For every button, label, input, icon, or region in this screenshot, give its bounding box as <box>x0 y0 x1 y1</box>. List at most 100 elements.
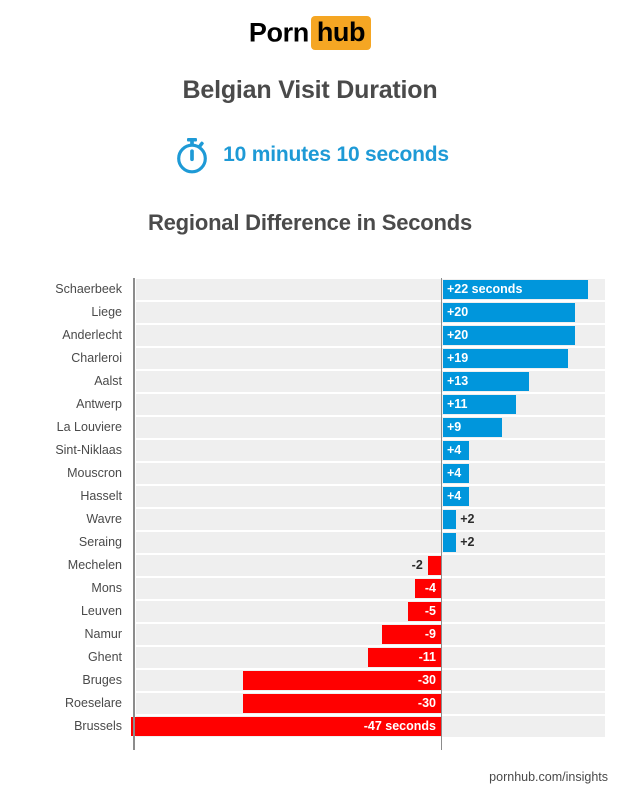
value-bar <box>443 349 569 368</box>
value-label: +20 <box>447 305 469 319</box>
chart-row: Mons -4 <box>0 577 620 600</box>
value-label: +4 <box>447 443 462 457</box>
value-label: -5 <box>424 604 436 618</box>
value-label: +9 <box>447 420 462 434</box>
row-band <box>136 532 605 553</box>
category-label: Wavre <box>86 512 122 526</box>
category-label: Mechelen <box>67 558 122 572</box>
value-label: -9 <box>424 627 436 641</box>
logo-porn-text: Porn <box>248 17 309 48</box>
row-band <box>136 509 605 530</box>
category-label: Sint-Niklaas <box>55 443 122 457</box>
value-label: -2 <box>411 558 423 572</box>
category-label: La Louviere <box>56 420 122 434</box>
value-bar <box>443 280 589 299</box>
value-label: -4 <box>424 581 436 595</box>
value-label: -11 <box>418 650 436 664</box>
category-label: Ghent <box>87 650 122 664</box>
chart-row: Leuven -5 <box>0 600 620 623</box>
category-label: Mons <box>91 581 122 595</box>
chart-row: Brussels -47 seconds <box>0 715 620 738</box>
row-band <box>136 371 605 392</box>
value-bar <box>443 441 470 460</box>
row-band <box>136 463 605 484</box>
chart-row: Anderlecht +20 <box>0 324 620 347</box>
chart-row: Hasselt +4 <box>0 485 620 508</box>
row-band <box>136 578 605 599</box>
category-label: Brussels <box>74 719 122 733</box>
source-footer: pornhub.com/insights <box>489 770 608 784</box>
chart-row: Mechelen -2 <box>0 554 620 577</box>
value-label: +13 <box>447 374 469 388</box>
category-label: Seraing <box>78 535 122 549</box>
chart-y-axis <box>133 278 135 750</box>
value-bar <box>443 372 529 391</box>
regional-difference-bar-chart: Schaerbeek +22 seconds Liege +20 Anderlecht +… <box>0 278 620 750</box>
category-label: Liege <box>91 305 122 319</box>
stopwatch-icon <box>177 138 207 174</box>
category-label: Charleroi <box>71 351 122 365</box>
value-label: -47 seconds <box>363 719 436 733</box>
value-label: +4 <box>447 466 462 480</box>
chart-row: La Louviere +9 <box>0 416 620 439</box>
row-band <box>136 601 605 622</box>
logo-hub-badge: hub <box>310 16 372 50</box>
logo-text: Porn hub <box>248 16 372 50</box>
category-label: Leuven <box>80 604 122 618</box>
value-bar <box>443 487 470 506</box>
value-bar <box>381 625 441 644</box>
chart-row: Charleroi +19 <box>0 347 620 370</box>
value-bar <box>130 717 441 736</box>
chart-row: Wavre +2 <box>0 508 620 531</box>
chart-row: Aalst +13 <box>0 370 620 393</box>
row-band <box>136 486 605 507</box>
category-label: Namur <box>84 627 122 641</box>
value-bar <box>408 602 441 621</box>
category-label: Mouscron <box>67 466 122 480</box>
page-title: Belgian Visit Duration <box>182 76 438 104</box>
brand-logo: Porn hub <box>0 16 620 50</box>
value-bar <box>368 648 441 667</box>
chart-row: Ghent -11 <box>0 646 620 669</box>
chart-row: Seraing +2 <box>0 531 620 554</box>
value-bar <box>243 671 441 690</box>
row-band <box>136 440 605 461</box>
duration-summary: 10 minutes 10 seconds <box>0 134 620 176</box>
value-bar <box>443 418 503 437</box>
value-bar <box>443 510 457 529</box>
chart-zero-axis <box>441 278 442 750</box>
category-label: Roeselare <box>65 696 122 710</box>
chart-row: Mouscron +4 <box>0 462 620 485</box>
row-band <box>136 624 605 645</box>
chart-row: Schaerbeek +22 seconds <box>0 278 620 301</box>
category-label: Antwerp <box>76 397 122 411</box>
value-bar <box>443 326 575 345</box>
chart-row: Liege +20 <box>0 301 620 324</box>
value-bar <box>427 556 441 575</box>
value-label: +4 <box>447 489 462 503</box>
value-label: -30 <box>417 696 436 710</box>
value-label: +2 <box>460 512 475 526</box>
value-bar <box>414 579 441 598</box>
value-label: +20 <box>447 328 469 342</box>
category-label: Bruges <box>82 673 122 687</box>
chart-row: Roeselare -30 <box>0 692 620 715</box>
value-label: +22 seconds <box>447 282 523 296</box>
row-band <box>136 417 605 438</box>
chart-title: Regional Difference in Seconds <box>147 210 473 235</box>
value-bar <box>443 464 470 483</box>
value-bar <box>443 395 516 414</box>
value-label: -30 <box>417 673 436 687</box>
value-label: +11 <box>447 397 468 411</box>
row-band <box>136 555 605 576</box>
category-label: Anderlecht <box>62 328 122 342</box>
row-band <box>136 394 605 415</box>
category-label: Hasselt <box>80 489 122 503</box>
category-label: Aalst <box>94 374 122 388</box>
value-bar <box>443 303 575 322</box>
value-label: +2 <box>460 535 475 549</box>
value-bar <box>443 533 457 552</box>
duration-value: 10 minutes 10 seconds <box>223 143 449 166</box>
chart-row: Bruges -30 <box>0 669 620 692</box>
value-bar <box>243 694 441 713</box>
